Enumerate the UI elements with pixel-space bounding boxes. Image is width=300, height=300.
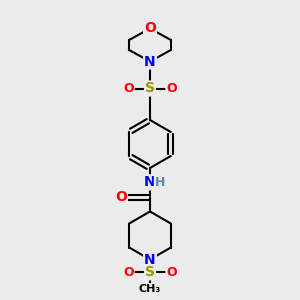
- Text: H: H: [154, 176, 165, 189]
- Text: N: N: [144, 55, 156, 68]
- Text: S: S: [145, 82, 155, 95]
- Text: O: O: [123, 82, 134, 95]
- Text: CH₃: CH₃: [139, 284, 161, 294]
- Text: O: O: [144, 22, 156, 35]
- Text: O: O: [123, 266, 134, 279]
- Text: S: S: [145, 266, 155, 279]
- Text: O: O: [166, 82, 177, 95]
- Text: O: O: [166, 266, 177, 279]
- Text: N: N: [144, 176, 156, 189]
- Text: N: N: [144, 253, 156, 266]
- Text: O: O: [115, 190, 127, 204]
